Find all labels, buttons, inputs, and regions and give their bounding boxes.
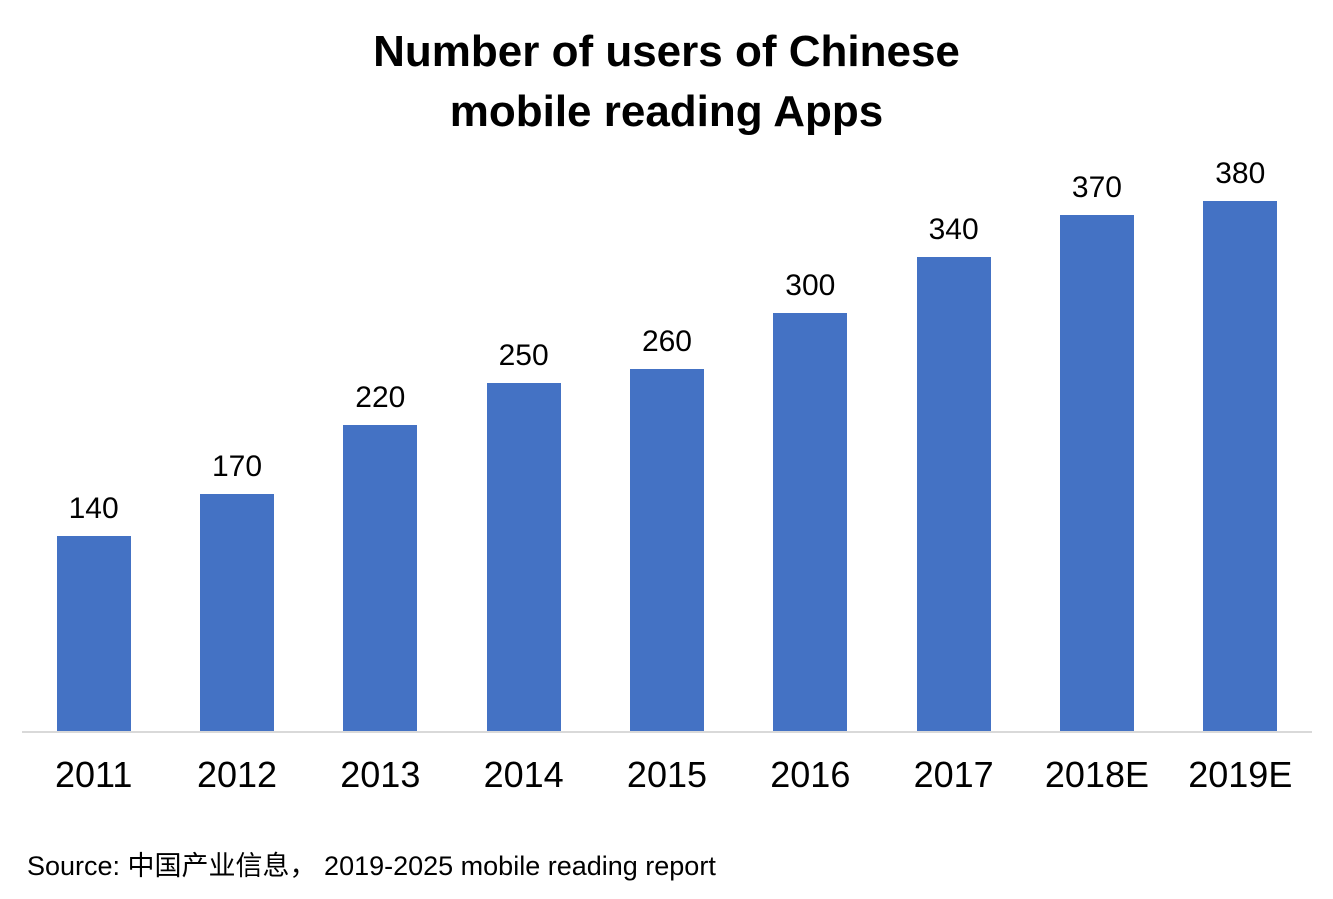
- bar-group: 140: [22, 145, 165, 732]
- x-axis-label: 2017: [913, 754, 994, 795]
- chart-title-line-2: mobile reading Apps: [449, 87, 884, 136]
- bar: [343, 425, 418, 732]
- x-axis-label: 2016: [770, 754, 851, 795]
- chart-title-line-1: Number of users of Chinese: [373, 27, 960, 76]
- x-axis-labels: 2011 2012 2013 2014 2015 2016 2017 2018E 2019E: [22, 733, 1312, 795]
- bar-value-label: 300: [785, 269, 836, 302]
- bar-value-label: 250: [498, 339, 549, 372]
- chart-title: Number of users of Chinese mobile readin…: [0, 22, 1333, 142]
- bar-group: 370: [1025, 145, 1168, 732]
- x-axis-label: 2011: [54, 754, 133, 795]
- bar-group: 260: [595, 145, 738, 732]
- bar-group: 170: [165, 145, 308, 732]
- bar: [773, 313, 848, 732]
- bar-group: 300: [739, 145, 882, 732]
- x-axis-label: 2019E: [1188, 754, 1293, 795]
- x-axis-label: 2014: [483, 754, 564, 795]
- bar-group: 340: [882, 145, 1025, 732]
- bar: [916, 257, 991, 732]
- x-axis-label: 2018E: [1044, 754, 1150, 795]
- x-axis-label: 2013: [340, 754, 421, 795]
- bar: [629, 369, 704, 732]
- bar: [1059, 215, 1134, 732]
- bar-value-label: 170: [211, 450, 263, 483]
- bar-group: 250: [452, 145, 595, 732]
- bar-value-label: 370: [1071, 171, 1122, 204]
- plot-area: 140 170 220 250 260 300 340 370 380: [22, 145, 1312, 732]
- bar-value-label: 140: [68, 492, 119, 525]
- bar-value-label: 220: [355, 381, 406, 414]
- bar-group: 380: [1169, 145, 1312, 732]
- x-axis-label: 2015: [626, 754, 708, 795]
- x-axis-label: 2012: [196, 754, 278, 795]
- bar-value-label: 260: [641, 325, 692, 358]
- bar-value-label: 380: [1215, 157, 1266, 190]
- bar: [1203, 201, 1278, 732]
- bar: [199, 494, 274, 732]
- bar-value-label: 340: [928, 213, 979, 246]
- source-note: Source: 中国产业信息， 2019-2025 mobile reading…: [27, 851, 716, 881]
- x-axis-line: [22, 731, 1312, 733]
- bar: [56, 536, 131, 732]
- bar: [486, 383, 561, 732]
- bar-group: 220: [309, 145, 452, 732]
